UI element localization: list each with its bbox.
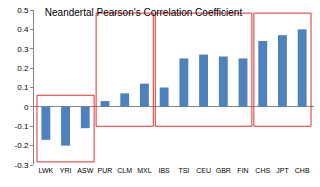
svg-text:0.5: 0.5 [17,6,29,15]
svg-text:JPT: JPT [276,167,289,174]
svg-text:LWK: LWK [39,167,54,174]
svg-text:CHS: CHS [255,167,270,174]
svg-text:MXL: MXL [137,167,152,174]
svg-text:FIN: FIN [237,167,248,174]
svg-text:-0.1: -0.1 [15,122,29,131]
svg-text:Neandertal Pearson's Correlati: Neandertal Pearson's Correlation Coeffic… [45,7,243,18]
svg-text:PUR: PUR [98,167,113,174]
svg-text:ASW: ASW [77,167,93,174]
svg-text:0.1: 0.1 [17,83,29,92]
svg-text:CHB: CHB [295,167,310,174]
svg-text:-0.3: -0.3 [15,161,29,170]
svg-text:-0.2: -0.2 [15,141,29,150]
svg-text:0.4: 0.4 [17,25,29,34]
svg-text:IBS: IBS [158,167,170,174]
svg-text:0: 0 [24,103,29,112]
svg-text:0.3: 0.3 [17,45,29,54]
svg-text:CEU: CEU [196,167,211,174]
svg-text:YRI: YRI [60,167,72,174]
svg-text:TSI: TSI [178,167,189,174]
svg-text:CLM: CLM [117,167,132,174]
svg-text:GBR: GBR [216,167,231,174]
svg-text:0.2: 0.2 [17,64,29,73]
